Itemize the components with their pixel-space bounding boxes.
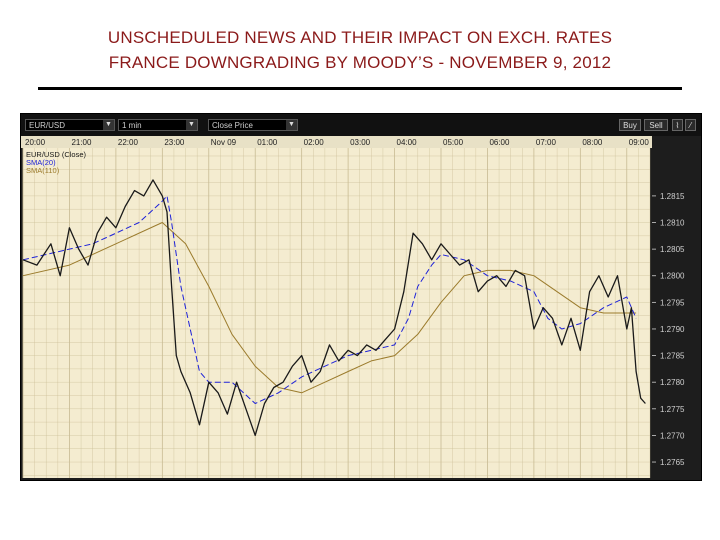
symbol-select-value: EUR/USD: [29, 121, 66, 130]
sell-button[interactable]: Sell: [644, 119, 668, 131]
x-tick-label: 03:00: [350, 138, 371, 147]
series-line-sma110: [22, 222, 637, 394]
chevron-down-icon: ▼: [186, 120, 197, 130]
price-type-select-value: Close Price: [212, 121, 253, 130]
y-tick-label: 1.2810: [660, 219, 685, 228]
chart-toolbar: EUR/USD ▼ 1 min ▼ Close Price ▼ Buy Sell…: [21, 114, 701, 136]
y-tick-label: 1.2815: [660, 192, 685, 201]
y-tick-label: 1.2790: [660, 325, 685, 334]
chevron-down-icon: ▼: [103, 120, 114, 130]
y-tick-label: 1.2765: [660, 458, 685, 467]
x-tick-label: 09:00: [629, 138, 650, 147]
x-axis-strip: [21, 136, 652, 148]
x-tick-label: 04:00: [397, 138, 418, 147]
x-tick-label: 20:00: [25, 138, 46, 147]
y-tick-label: 1.2805: [660, 245, 685, 254]
page-title-line1: UNSCHEDULED NEWS AND THEIR IMPACT ON EXC…: [107, 28, 613, 47]
legend-entry: SMA(110): [26, 166, 60, 175]
x-tick-label: 08:00: [582, 138, 603, 147]
x-tick-label: 21:00: [71, 138, 92, 147]
y-tick-label: 1.2780: [660, 378, 685, 387]
chart-canvas: 20:00 21:00 22:00 23:00 Nov 09 01:00 02:00 03:0…: [21, 136, 701, 478]
buy-button[interactable]: Buy: [619, 119, 641, 131]
y-tick-label: 1.2785: [660, 352, 685, 361]
interval-select-value: 1 min: [122, 121, 142, 130]
y-tick-label: 1.2770: [660, 431, 685, 440]
title-divider: [38, 87, 682, 90]
interval-select[interactable]: 1 min ▼: [118, 119, 198, 131]
draw-line-icon[interactable]: ⁄: [685, 119, 696, 131]
x-tick-label: 23:00: [164, 138, 185, 147]
series-line-price: [22, 179, 646, 437]
y-axis-panel: [652, 148, 701, 478]
x-tick-label: 02:00: [304, 138, 325, 147]
legend-entry: EUR/USD (Close): [26, 150, 87, 159]
y-tick-label: 1.2795: [660, 298, 685, 307]
chevron-down-icon: ▼: [286, 120, 297, 130]
chart-settings-icon[interactable]: ⌇: [672, 119, 683, 131]
symbol-select[interactable]: EUR/USD ▼: [25, 119, 115, 131]
y-tick-label: 1.2800: [660, 272, 685, 281]
x-tick-label: 01:00: [257, 138, 278, 147]
price-type-select[interactable]: Close Price ▼: [208, 119, 298, 131]
x-tick-label: 07:00: [536, 138, 557, 147]
x-tick-label: 22:00: [118, 138, 139, 147]
y-tick-label: 1.2775: [660, 405, 685, 414]
x-tick-label: 05:00: [443, 138, 464, 147]
x-tick-label: 06:00: [489, 138, 510, 147]
page-title-line2: FRANCE DOWNGRADING BY MOODY’S - NOVEMBER…: [108, 53, 612, 72]
x-tick-label: Nov 09: [211, 138, 237, 147]
series-line-sma20: [22, 195, 637, 404]
legend-entry: SMA(20): [26, 158, 56, 167]
chart-panel: EUR/USD ▼ 1 min ▼ Close Price ▼ Buy Sell…: [20, 113, 702, 481]
